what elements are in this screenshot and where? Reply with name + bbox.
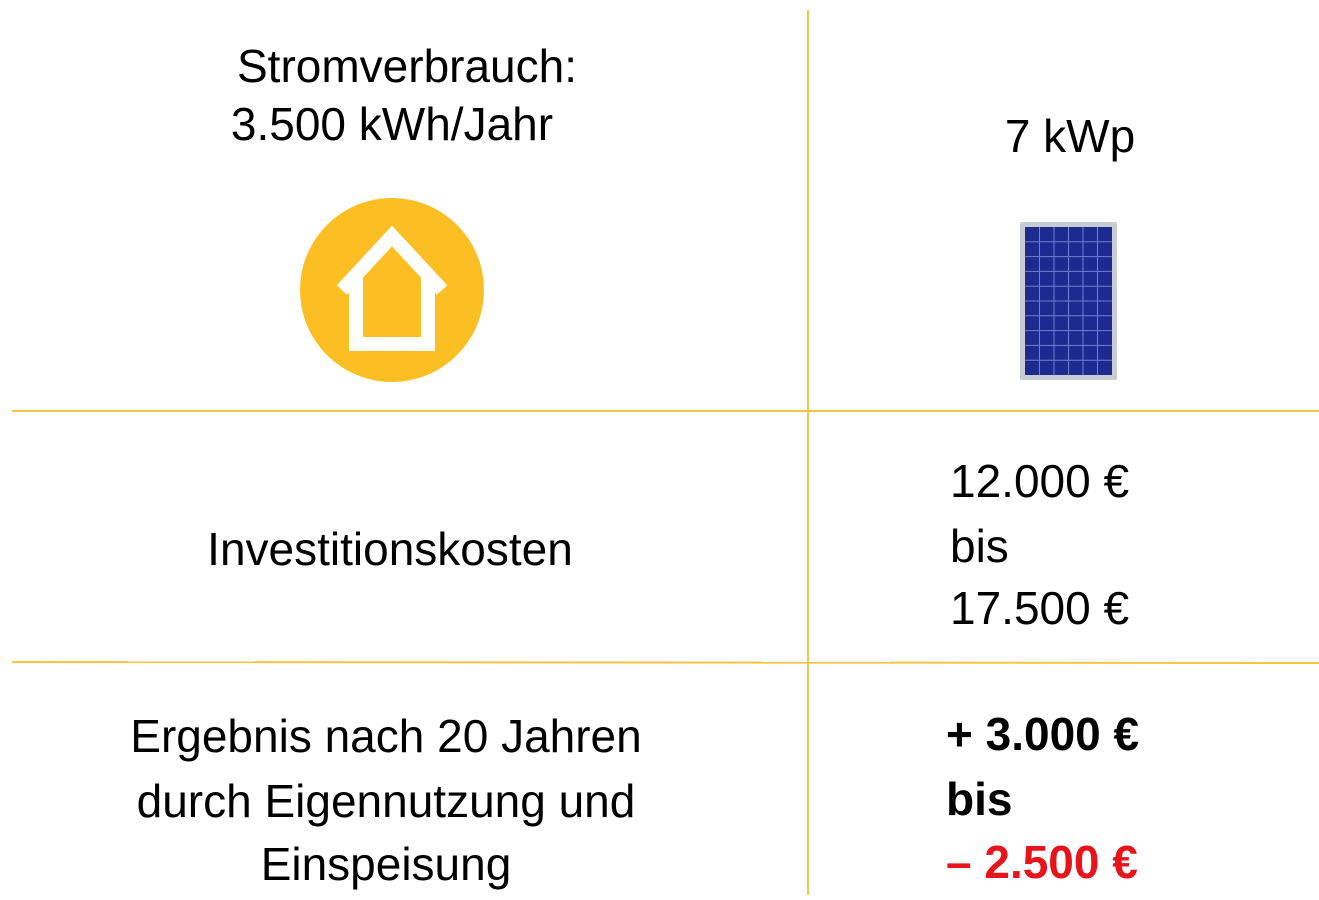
cell-text: bis [950,520,1009,572]
cell-text: 3.500 kWh/Jahr [231,98,553,150]
row-divider [11,661,1319,664]
cell-text: durch Eigennutzung und [137,775,636,827]
cell-text: 12.000 € [950,455,1129,507]
house-icon [300,198,484,382]
cell-text: + 3.000 € [946,708,1139,760]
cell-text: 17.500 € [950,582,1129,634]
cell-text: 7 kWp [1005,110,1135,162]
cell-text: Investitionskosten [207,523,573,575]
cell-text: Ergebnis nach 20 Jahren [130,710,641,762]
cell-text: Stromverbrauch: [237,40,577,92]
cell-text: Einspeisung [261,838,512,890]
cell-text: – 2.500 € [946,836,1138,888]
solar-panel-icon [1020,222,1117,380]
cell-text: bis [946,773,1012,825]
